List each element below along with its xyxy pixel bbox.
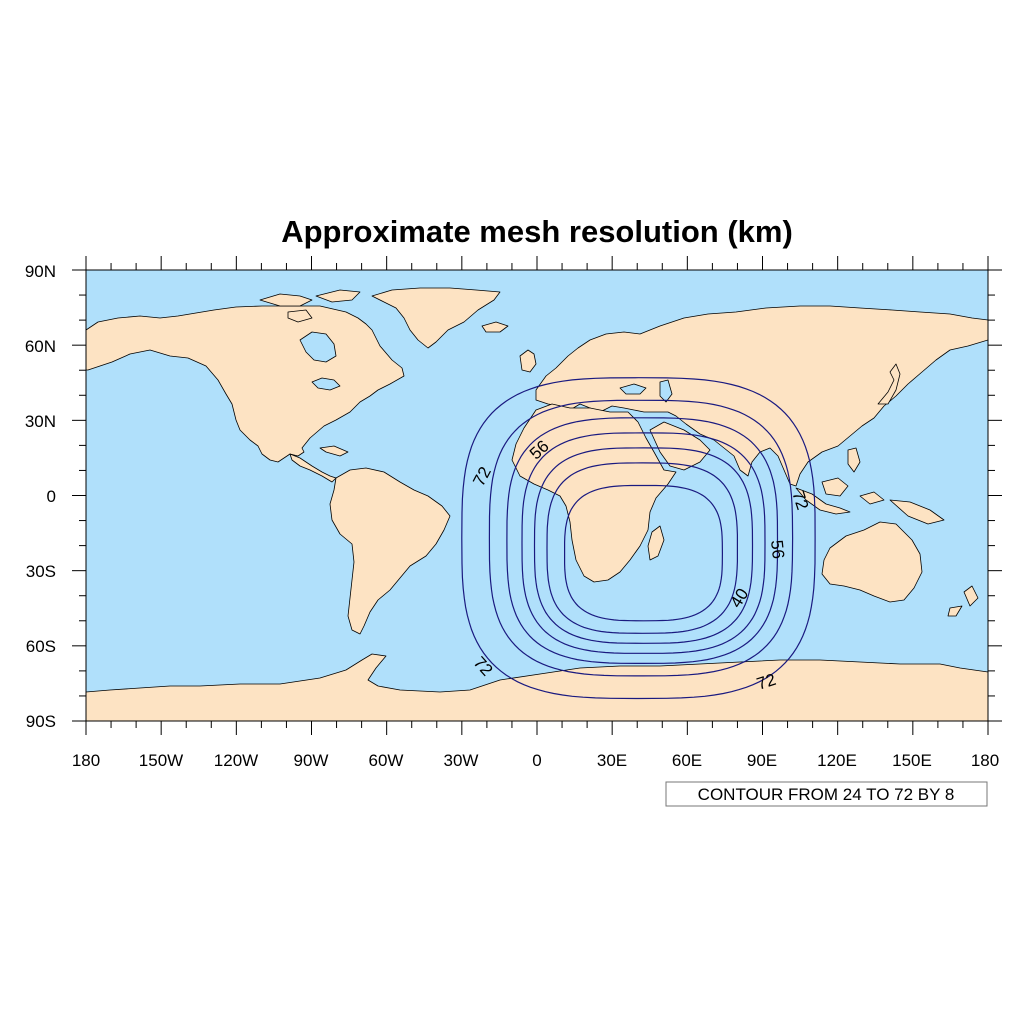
lon-label: 180 <box>72 751 100 770</box>
lon-label: 90W <box>294 751 329 770</box>
hudson-bay <box>299 331 337 363</box>
indonesia <box>795 477 885 515</box>
lat-label: 0 <box>47 487 56 506</box>
lon-label: 120E <box>817 751 857 770</box>
lon-label: 180 <box>971 751 999 770</box>
contour-info-box <box>665 781 988 807</box>
cuba <box>319 445 349 457</box>
tick-marks <box>72 256 1002 735</box>
land-masses <box>86 287 988 721</box>
lat-axis-labels: 90N 60N 30N 0 30S 60S 90S <box>25 262 56 731</box>
contour-info-text: CONTOUR FROM 24 TO 72 BY 8 <box>698 785 955 804</box>
contour-line-48 <box>521 432 766 654</box>
contour-label: 72 <box>788 488 812 512</box>
antarctica <box>86 653 988 721</box>
australia <box>821 521 923 603</box>
lon-label: 120W <box>214 751 258 770</box>
contour-label: 72 <box>754 670 778 694</box>
contour-line-64 <box>488 399 794 677</box>
lat-label: 30N <box>25 412 56 431</box>
contour-line-72 <box>461 377 816 700</box>
caspian-sea <box>659 379 673 403</box>
lat-label: 90S <box>26 712 56 731</box>
lon-label: 90E <box>747 751 777 770</box>
lon-axis-labels: 180 150W 120W 90W 60W 30W 0 30E 60E 90E … <box>72 751 999 770</box>
lon-label: 30W <box>444 751 479 770</box>
canadian-arctic <box>259 289 361 323</box>
philippines <box>847 447 861 473</box>
lat-label: 60N <box>25 337 56 356</box>
lon-label: 0 <box>532 751 541 770</box>
black-sea <box>619 383 647 395</box>
contour-label: 56 <box>767 539 788 560</box>
plot-title: Approximate mesh resolution (km) <box>281 214 793 249</box>
lon-label: 30E <box>597 751 627 770</box>
central-america <box>289 453 337 483</box>
lat-label: 60S <box>26 637 56 656</box>
contour-line-56 <box>506 417 779 665</box>
new-guinea <box>889 499 945 525</box>
great-britain <box>519 349 537 373</box>
japan <box>877 363 901 405</box>
south-america <box>329 467 451 635</box>
lat-label: 90N <box>25 262 56 281</box>
madagascar <box>647 525 665 561</box>
great-lakes <box>311 377 341 391</box>
contour-layer <box>461 377 816 700</box>
arabian-peninsula <box>649 421 711 471</box>
contour-line-40 <box>533 447 754 644</box>
new-zealand <box>947 585 979 617</box>
lon-label: 150E <box>892 751 932 770</box>
lon-label: 150W <box>139 751 183 770</box>
contour-line-32 <box>546 462 738 634</box>
lat-label: 30S <box>26 562 56 581</box>
iceland <box>481 321 509 333</box>
lon-label: 60E <box>672 751 702 770</box>
lon-label: 60W <box>369 751 404 770</box>
contour-line-24 <box>564 484 724 622</box>
greenland <box>371 287 501 349</box>
